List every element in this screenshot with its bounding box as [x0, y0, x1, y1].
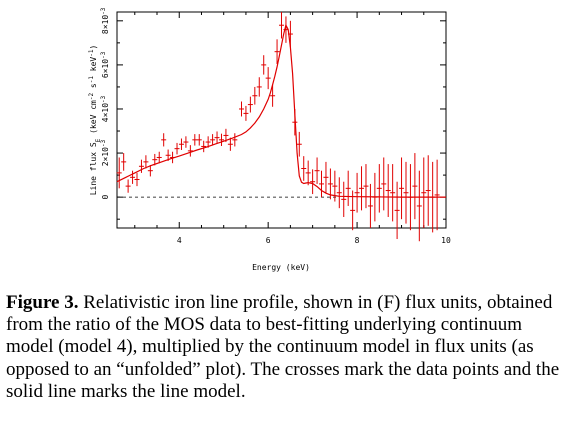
data-point: [394, 181, 400, 240]
data-point: [134, 172, 140, 187]
data-point: [310, 169, 316, 195]
data-point: [327, 168, 333, 200]
data-point: [274, 39, 280, 65]
figure-caption: Figure 3. Relativistic iron line profile…: [6, 292, 574, 403]
data-point: [416, 170, 422, 242]
data-point: [376, 164, 382, 213]
data-point: [214, 131, 220, 144]
data-point: [323, 161, 329, 193]
x-tick-label: 4: [177, 236, 182, 245]
data-point: [385, 164, 391, 217]
data-point: [183, 136, 189, 148]
data-point: [270, 84, 276, 107]
data-point: [265, 67, 271, 90]
data-point: [161, 133, 167, 147]
data-point: [138, 159, 144, 173]
data-point: [434, 159, 440, 231]
x-tick-label: 6: [266, 236, 271, 245]
data-point: [121, 153, 127, 171]
model-line: [116, 23, 446, 198]
y-tick-label: 2×10-3: [100, 139, 111, 166]
caption-label: Figure 3.: [6, 292, 79, 313]
data-point: [359, 166, 365, 211]
data-point: [412, 153, 418, 220]
x-axis-title: Energy (keV): [252, 263, 310, 272]
data-point: [332, 170, 338, 202]
y-tick-label: 6×10-3: [100, 51, 111, 78]
caption-text: Relativistic iron line profile, shown in…: [6, 292, 560, 402]
data-point: [314, 157, 320, 184]
data-point: [425, 155, 431, 226]
data-point: [238, 101, 244, 117]
data-point: [178, 138, 184, 150]
y-tick-label: 8×10-3: [100, 7, 111, 34]
data-point: [363, 164, 369, 209]
x-axis-ticks: [134, 12, 447, 228]
y-tick-label: 4×10-3: [100, 95, 111, 122]
data-point: [390, 164, 396, 222]
chart-figure: 4 6 8 10 0 2×10-3 4×10-3 6×10-3 8×10-3 Energy (…: [88, 7, 451, 272]
data-point: [252, 86, 258, 105]
data-point: [243, 105, 249, 121]
data-point: [205, 136, 211, 148]
data-point: [247, 96, 253, 113]
data-point: [301, 156, 307, 181]
data-point: [192, 134, 198, 146]
data-point: [116, 157, 122, 189]
data-point: [279, 12, 284, 39]
data-point: [421, 157, 427, 228]
data-point: [305, 160, 311, 186]
data-point: [319, 170, 325, 198]
data-point: [156, 151, 162, 164]
data-point: [296, 131, 302, 157]
data-point: [341, 181, 347, 217]
data-point: [187, 145, 193, 157]
data-point: [261, 55, 267, 75]
data-point: [256, 77, 262, 97]
data-point: [367, 183, 373, 228]
data-point: [147, 164, 153, 177]
data-point: [336, 177, 342, 209]
data-point: [227, 137, 233, 151]
data-point: [174, 142, 180, 155]
data-point: [403, 161, 409, 224]
x-tick-labels: 4 6 8 10: [177, 236, 451, 245]
chart-svg: 4 6 8 10 0 2×10-3 4×10-3 6×10-3 8×10-3 Energy (…: [88, 7, 451, 272]
data-point: [218, 133, 224, 147]
data-point: [201, 140, 207, 153]
x-tick-label: 10: [441, 236, 451, 245]
data-points: [116, 12, 440, 242]
data-point: [381, 157, 387, 211]
data-point: [143, 155, 149, 169]
data-point: [196, 134, 202, 146]
data-point: [399, 157, 405, 220]
data-point: [152, 153, 158, 166]
data-point: [232, 133, 238, 147]
y-tick-label: 0: [101, 195, 110, 200]
data-point: [125, 179, 131, 193]
data-point: [354, 172, 360, 213]
y-axis-title: Line flux SE (keV cm-2 s-1 keV-1): [88, 45, 102, 196]
x-tick-label: 8: [355, 236, 360, 245]
data-point: [345, 170, 351, 206]
data-point: [210, 134, 216, 146]
y-tick-labels: 0 2×10-3 4×10-3 6×10-3 8×10-3: [100, 7, 111, 199]
data-point: [130, 170, 136, 184]
